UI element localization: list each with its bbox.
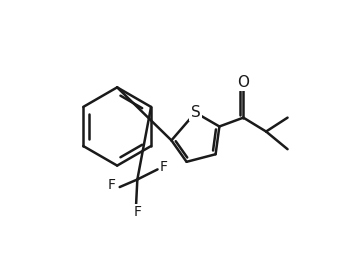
Text: F: F xyxy=(160,160,168,174)
Text: F: F xyxy=(108,178,116,191)
Text: F: F xyxy=(133,205,141,219)
Text: S: S xyxy=(190,105,200,120)
Text: O: O xyxy=(237,75,250,90)
